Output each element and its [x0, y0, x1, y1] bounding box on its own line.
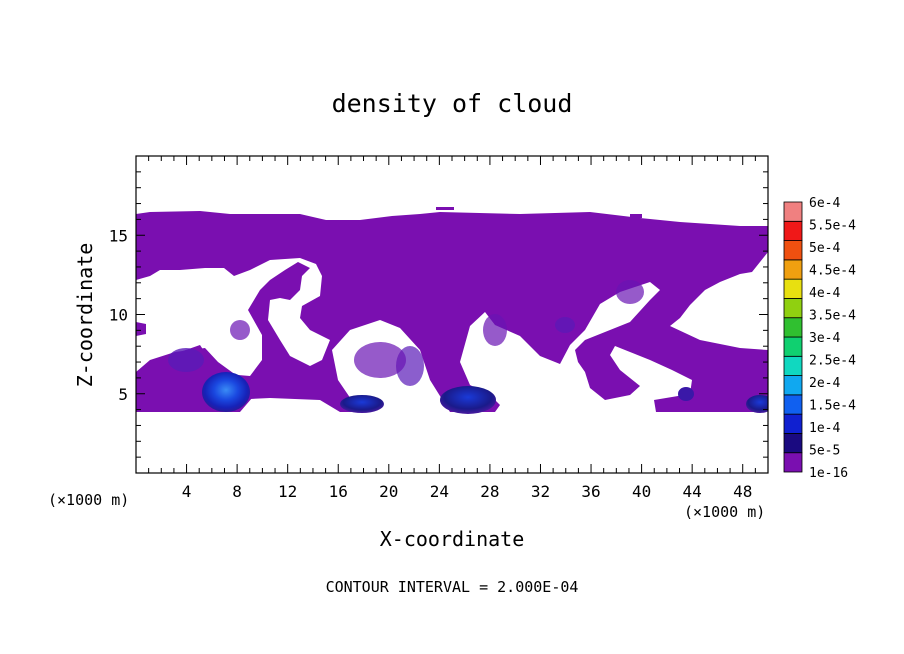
contour-interval-note: CONTOUR INTERVAL = 2.000E-04: [326, 578, 579, 596]
x-unit-left: (×1000 m): [48, 491, 129, 509]
y-tick-label: 15: [109, 226, 128, 245]
colorbar-level-label: 6e-4: [809, 196, 840, 211]
colorbar-swatch: [783, 298, 803, 319]
cloud-core-d: [616, 280, 644, 304]
colorbar-swatch: [783, 317, 803, 338]
colorbar-level-label: 1.5e-4: [809, 399, 856, 414]
chart-title: density of cloud: [332, 89, 573, 118]
cloud-region-left-edge: [136, 322, 146, 336]
x-tick-label: 40: [632, 482, 651, 501]
cloud-small-x43: [678, 387, 694, 401]
colorbar-level-label: 5e-4: [809, 241, 840, 256]
x-axis-label: X-coordinate: [380, 527, 525, 551]
cloud-speck-c: [320, 221, 328, 227]
colorbar-level-label: 5.5e-4: [809, 219, 856, 234]
x-tick-label: 32: [531, 482, 550, 501]
y-axis: 5 10 15: [109, 171, 768, 458]
cloud-speck-b: [630, 214, 642, 218]
cloud-core-e: [555, 317, 575, 333]
colorbar-level-label: 1e-4: [809, 421, 840, 436]
colorbar-level-label: 4.5e-4: [809, 264, 856, 279]
colorbar-swatch: [783, 433, 803, 454]
x-tick-label: 48: [733, 482, 752, 501]
y-axis-label: Z-coordinate: [73, 243, 97, 388]
x-tick-label: 36: [581, 482, 600, 501]
cloud-core-c: [354, 342, 406, 378]
cloud-core-g: [230, 320, 250, 340]
x-tick-label: 16: [329, 482, 348, 501]
x-tick-label: 8: [232, 482, 242, 501]
colorbar-level-label: 3e-4: [809, 331, 840, 346]
cloud-speck-a: [436, 207, 454, 210]
x-tick-label: 24: [430, 482, 449, 501]
colorbar-swatch: [783, 220, 803, 241]
colorbar-swatch: [783, 336, 803, 357]
colorbar-level-label: 4e-4: [809, 286, 840, 301]
colorbar-level-label: 3.5e-4: [809, 309, 856, 324]
colorbar-swatch: [783, 413, 803, 434]
cloud-max-x7: [202, 372, 250, 412]
colorbar-swatch: [783, 278, 803, 299]
cloud-max-x18: [340, 395, 384, 413]
colorbar-swatch: [783, 355, 803, 376]
colorbar-level-label: 1e-16: [809, 466, 848, 481]
colorbar-swatch: [783, 375, 803, 396]
colorbar-level-label: 2.5e-4: [809, 354, 856, 369]
colorbar-level-label: 5e-5: [809, 444, 840, 459]
cloud-core-f: [483, 314, 507, 346]
y-tick-label: 5: [118, 385, 128, 404]
x-tick-label: 20: [379, 482, 398, 501]
y-tick-label: 10: [109, 306, 128, 325]
cloud-max-x49: [746, 395, 768, 413]
colorbar-swatch: [783, 259, 803, 280]
x-tick-label: 28: [480, 482, 499, 501]
cloud-core-a: [168, 348, 204, 372]
x-axis: 4 8 12 16 20 24 28 32 36 40 44 48: [148, 156, 756, 501]
plot-area: [136, 207, 768, 414]
cloud-max-x27: [440, 386, 496, 414]
x-tick-label: 4: [182, 482, 192, 501]
x-unit-right: (×1000 m): [684, 503, 765, 521]
colorbar: 1e-16 5e-5 1e-4 1.5e-4 2e-4 2.5e-4 3e-4 3.5e-4 4…: [783, 196, 856, 481]
colorbar-swatch: [783, 201, 803, 222]
x-tick-label: 12: [278, 482, 297, 501]
colorbar-level-label: 2e-4: [809, 376, 840, 391]
cloud-region-main: [136, 211, 768, 412]
x-tick-label: 44: [683, 482, 702, 501]
colorbar-swatch: [783, 240, 803, 261]
colorbar-swatch: [783, 452, 803, 473]
colorbar-swatch: [783, 394, 803, 415]
